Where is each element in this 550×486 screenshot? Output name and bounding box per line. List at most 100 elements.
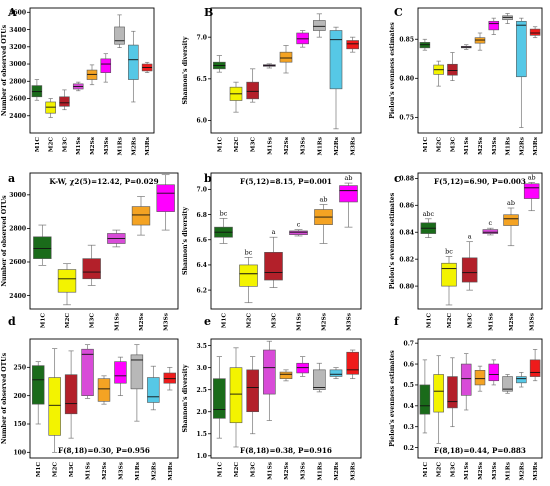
box-iqr [100,58,112,73]
x-tick-label: M2C [437,137,443,152]
x-tick-label: M3Ss [347,312,353,331]
y-tick-label: 6.6 [197,237,207,244]
y-tick-label: 2.5 [197,387,207,394]
plot-frame [210,172,362,310]
y-tick-label: 6.8 [197,212,207,219]
y-tick-label: 3600 [9,10,26,17]
y-tick-label: 200 [13,393,26,400]
y-tick-label: 100 [13,450,26,457]
y-tick-label: 6.5 [197,76,207,83]
box-iqr [419,384,431,415]
box-iqr [213,378,226,419]
x-tick-label: M2Ss [102,461,108,480]
box-M3Ss: M3Ss [100,53,112,155]
y-tick-label: 6.0 [197,118,207,125]
plot-frame [29,7,155,134]
x-tick-label: M1C [222,313,228,328]
plot-frame [417,172,543,310]
x-tick-label: M3C [251,462,257,477]
panel-label: d [8,315,16,328]
box-M1Rs: M1Rs [114,14,125,156]
x-tick-label: M2C [447,313,453,328]
stat-label: F(8,18)=0.38, P=0.916 [240,446,332,455]
box-M1Rs: M1Rs [313,13,326,156]
x-tick-label: M3Rs [533,461,539,480]
box-M2C: M2C [45,98,56,152]
x-tick-label: M1C [217,137,223,152]
box-iqr [313,20,326,31]
plot-frame [29,338,179,459]
stat-label: K-W, χ2(5)=12.42, P=0.029 [49,177,158,186]
x-tick-label: M3Rs [533,136,539,155]
x-tick-label: M2C [234,462,240,477]
box-iqr [502,376,513,392]
x-tick-label: M2Ss [478,461,484,480]
significance-letter: bc [220,209,228,217]
box-M1Ss: c M1Ss [289,221,308,331]
x-tick-label: M2Ss [139,312,145,331]
y-tick-label: 7.0 [197,187,207,194]
box-iqr [516,376,527,384]
significance-letter: c [489,219,493,227]
box-iqr [523,183,540,199]
plot-frame [29,172,179,310]
box-M2C: M2C [229,81,243,152]
box-M1Rs: M1Rs [502,374,513,481]
panel-label: B [204,6,213,19]
x-tick-label: M1C [36,462,42,477]
significance-letter: abc [423,210,435,218]
x-tick-label: M1C [423,462,429,477]
box-iqr [529,359,541,377]
plot-frame [210,7,362,134]
panel-b: b F(5,12)=8.15, P=0.001 6.2 6.4 6.6 6.8 7.0 Sha… [182,172,362,331]
box-M2Ss: ab M2Ss [503,199,519,331]
y-axis-label: Number of observed OTUs [1,24,8,116]
y-tick-label: 3200 [9,44,26,51]
box-M1C: M1C [33,224,52,328]
y-tick-label: 0.4 [404,403,414,410]
y-tick-label: 2400 [9,293,26,300]
box-M2C: M2C [433,355,444,477]
box-iqr [229,367,243,424]
x-tick-label: M3C [450,462,456,477]
x-tick-label: M1Ss [267,136,273,155]
y-tick-label: 2600 [9,259,26,266]
box-iqr [239,264,258,287]
y-tick-label: 2800 [9,226,26,233]
box-M3Rs: M3Rs [163,366,176,481]
x-tick-label: M2Rs [131,136,137,155]
panel-c: c F(5,12)=6.90, P=0.003 0.80 0.82 0.84 0.86 0.… [389,172,543,331]
panel-label: c [394,172,401,185]
x-tick-label: M3C [251,137,257,152]
box-iqr [97,378,111,402]
x-tick-label: M3C [69,462,75,477]
x-tick-label: M3Rs [145,136,151,155]
box-iqr [488,20,500,31]
x-tick-label: M2Rs [519,136,525,155]
y-axis-label: Shannon's diversity [182,364,189,432]
significance-letter: c [297,221,301,229]
y-tick-label: 0.80 [399,76,414,83]
panel-f: f F(8,18)=0.44, P=0.883 0.2 0.3 0.4 0.5 0.6 0.7… [389,315,543,481]
y-tick-label: 0.7 [404,340,414,347]
box-M2Rs: M2Rs [516,372,527,481]
box-iqr [529,28,541,36]
stat-label: F(5,12)=6.90, P=0.003 [434,177,526,186]
box-iqr [156,184,175,212]
y-tick-label: 0.80 [399,283,414,290]
box-M1C: M1C [32,361,45,477]
box-M1C: bc M1C [214,209,233,328]
significance-letter: a [468,233,472,241]
x-tick-label: M2Ss [90,136,96,155]
y-tick-label: 6.2 [197,287,207,294]
box-iqr [516,20,527,78]
box-iqr [503,214,519,226]
x-tick-label: M2C [49,137,55,152]
box-M2Ss: M2Ss [279,369,293,480]
box-iqr [264,252,283,281]
box-M1Ss: M1Ss [460,44,472,155]
x-tick-label: M3Ss [492,136,498,155]
stat-label: F(8,18)=0.30, P=0.956 [58,446,150,455]
x-tick-label: M2C [234,137,240,152]
